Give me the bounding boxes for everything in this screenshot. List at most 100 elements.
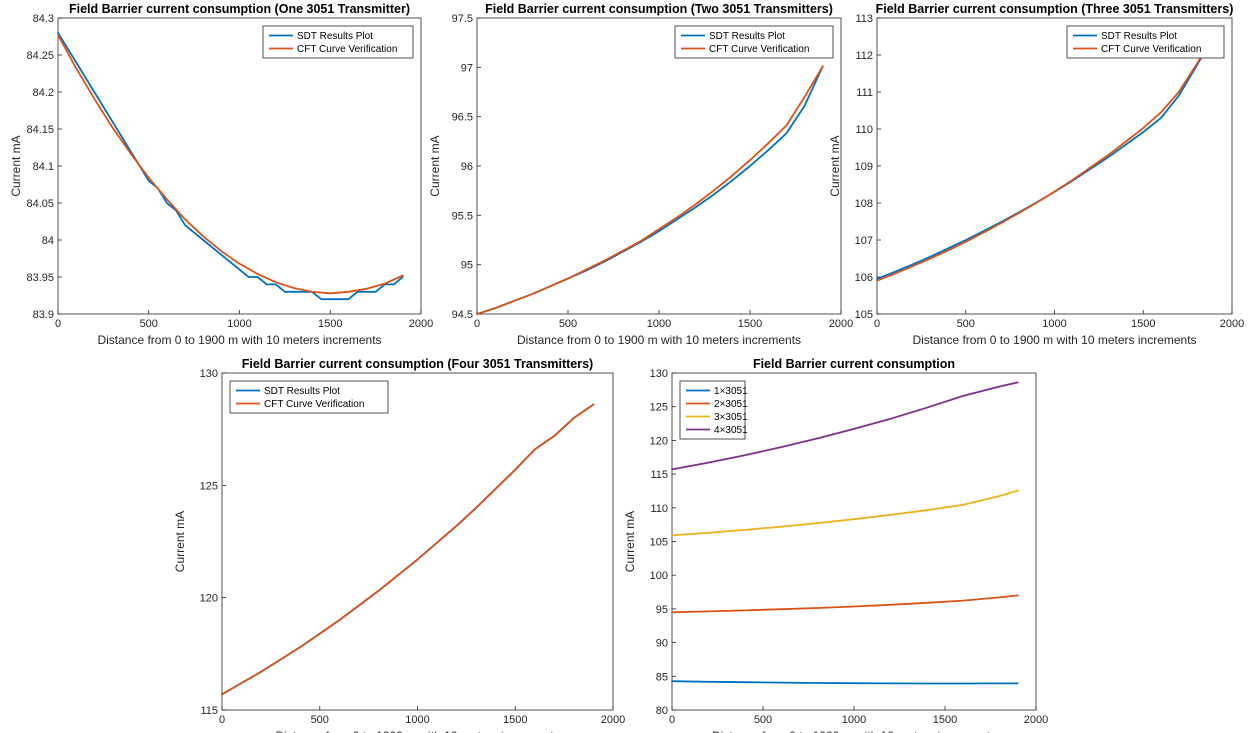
x-tick-label: 500 — [754, 714, 772, 726]
y-tick-label: 97.5 — [452, 13, 473, 25]
x-axis-label: Distance from 0 to 1900 m with 10 meters… — [275, 729, 559, 733]
x-tick-label: 1000 — [647, 318, 671, 330]
x-tick-label: 2000 — [1220, 318, 1244, 330]
x-tick-label: 500 — [957, 318, 975, 330]
y-tick-label: 113 — [855, 13, 873, 25]
y-tick-label: 115 — [200, 705, 218, 717]
legend: SDT Results Plot CFT Curve Verification — [229, 380, 389, 414]
x-tick-label: 1500 — [738, 318, 762, 330]
y-tick-label: 83.95 — [26, 272, 54, 284]
series-line-2 — [221, 403, 595, 696]
x-tick-label: 2000 — [1024, 714, 1048, 726]
x-tick-label: 1000 — [405, 714, 429, 726]
chart-title: Field Barrier current consumption (One 3… — [69, 2, 410, 16]
chart-title: Field Barrier current consumption — [753, 357, 955, 371]
x-tick-label: 500 — [140, 318, 158, 330]
x-tick-label: 1500 — [503, 714, 527, 726]
x-tick-label: 1500 — [1131, 318, 1155, 330]
x-tick-label: 0 — [669, 714, 675, 726]
y-tick-label: 125 — [200, 480, 218, 492]
x-axis-label: Distance from 0 to 1900 m with 10 meters… — [712, 729, 996, 733]
legend-entry: CFT Curve Verification — [1101, 44, 1201, 55]
legend-box — [262, 25, 414, 59]
x-tick-label: 2000 — [409, 318, 433, 330]
y-tick-label: 105 — [650, 537, 668, 549]
y-tick-label: 106 — [855, 272, 873, 284]
series-line-2 — [876, 33, 1216, 282]
x-axis-label: Distance from 0 to 1900 m with 10 meters… — [912, 333, 1196, 347]
legend-entry: 4×3051 — [714, 425, 748, 436]
series-line-2 — [57, 34, 404, 295]
y-tick-label: 125 — [650, 402, 668, 414]
y-axis-label: Current mA — [173, 511, 187, 572]
legend: 1×3051 2×3051 3×3051 4×3051 — [679, 380, 748, 440]
chart-4: Field Barrier current consumption (Four … — [173, 357, 625, 733]
y-axis-label: Current mA — [9, 135, 23, 196]
y-tick-label: 94.5 — [452, 309, 473, 321]
series-line-2 — [476, 65, 824, 315]
legend: SDT Results Plot CFT Curve Verification — [262, 25, 414, 59]
chart-3: Field Barrier current consumption (Three… — [828, 2, 1244, 347]
y-tick-label: 84 — [42, 235, 54, 247]
y-tick-label: 84.3 — [33, 13, 54, 25]
chart-title: Field Barrier current consumption (Three… — [876, 2, 1234, 16]
x-tick-label: 500 — [311, 714, 329, 726]
x-tick-label: 1000 — [227, 318, 251, 330]
x-tick-label: 0 — [219, 714, 225, 726]
legend-box — [229, 380, 389, 414]
legend: SDT Results Plot CFT Curve Verification — [1066, 25, 1225, 59]
chart-title: Field Barrier current consumption (Two 3… — [485, 2, 833, 16]
y-tick-label: 111 — [856, 87, 873, 99]
y-tick-label: 85 — [656, 671, 668, 683]
y-tick-label: 95 — [461, 260, 473, 272]
chart-2: Field Barrier current consumption (Two 3… — [428, 2, 853, 347]
y-tick-label: 84.2 — [33, 87, 54, 99]
plot-area — [476, 17, 842, 315]
series-line-3 — [671, 489, 1019, 537]
plot-area — [876, 17, 1233, 315]
y-tick-label: 110 — [855, 124, 873, 136]
series-line-4 — [671, 381, 1019, 471]
y-tick-label: 97 — [461, 62, 473, 74]
y-axis-label: Current mA — [623, 511, 637, 572]
y-tick-label: 112 — [855, 50, 873, 62]
plot-area — [221, 372, 614, 711]
y-tick-label: 95.5 — [452, 210, 473, 222]
y-axis-label: Current mA — [828, 135, 842, 196]
y-tick-label: 120 — [650, 435, 668, 447]
x-tick-label: 500 — [559, 318, 577, 330]
legend-entry: CFT Curve Verification — [264, 399, 364, 410]
legend-entry: SDT Results Plot — [297, 31, 373, 42]
y-tick-label: 115 — [650, 469, 668, 481]
x-tick-label: 1500 — [318, 318, 342, 330]
x-tick-label: 0 — [55, 318, 61, 330]
y-tick-label: 100 — [650, 570, 668, 582]
y-tick-label: 130 — [200, 368, 218, 380]
y-tick-label: 108 — [855, 198, 873, 210]
series-line-2 — [671, 594, 1019, 614]
y-tick-label: 107 — [855, 235, 873, 247]
x-tick-label: 1000 — [1042, 318, 1066, 330]
chart-5: Field Barrier current consumption Distanc… — [623, 357, 1048, 733]
y-tick-label: 110 — [650, 503, 668, 515]
legend-entry: CFT Curve Verification — [297, 44, 397, 55]
y-tick-label: 83.9 — [33, 309, 54, 321]
legend-entry: SDT Results Plot — [264, 386, 340, 397]
chart-title: Field Barrier current consumption (Four … — [242, 357, 593, 371]
legend-box — [1066, 25, 1225, 59]
legend-entry: SDT Results Plot — [709, 31, 785, 42]
y-tick-label: 80 — [656, 705, 668, 717]
legend-entry: CFT Curve Verification — [709, 44, 809, 55]
x-tick-label: 2000 — [829, 318, 853, 330]
y-tick-label: 95 — [656, 604, 668, 616]
y-tick-label: 120 — [200, 593, 218, 605]
legend-box — [674, 25, 834, 59]
x-tick-label: 1500 — [933, 714, 957, 726]
y-tick-label: 90 — [656, 638, 668, 650]
y-tick-label: 109 — [855, 161, 873, 173]
y-tick-label: 96.5 — [452, 112, 473, 124]
x-axis-label: Distance from 0 to 1900 m with 10 meters… — [97, 333, 381, 347]
chart-1: Field Barrier current consumption (One 3… — [9, 2, 433, 347]
legend-entry: 3×3051 — [714, 412, 748, 423]
